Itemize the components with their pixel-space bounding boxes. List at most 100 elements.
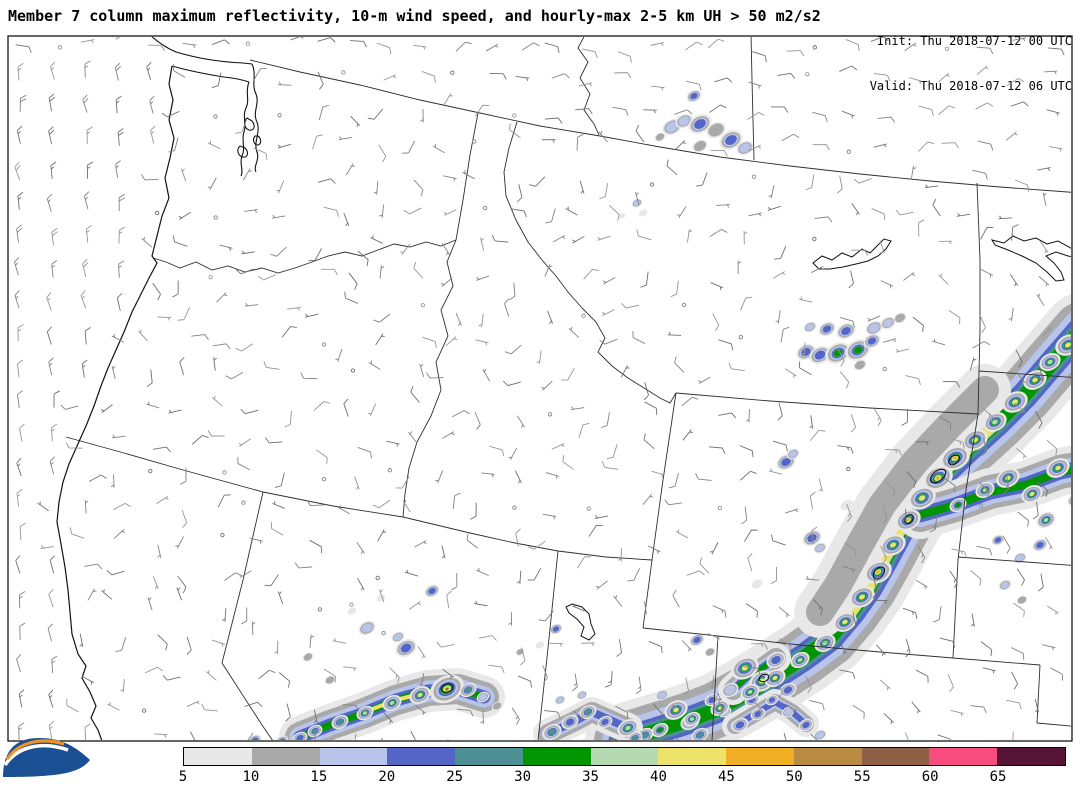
wind-barb <box>274 472 285 488</box>
wind-barb <box>18 722 25 740</box>
wind-barb <box>485 43 499 52</box>
wind-barb <box>1006 78 1025 87</box>
wind-barb <box>117 128 124 146</box>
wind-barb <box>456 708 474 717</box>
wind-barb <box>812 111 828 123</box>
wind-barb <box>568 326 579 338</box>
wind-barb <box>1015 349 1023 368</box>
calm-wind-marker <box>671 704 676 710</box>
wind-barb <box>643 433 655 450</box>
wind-barb <box>242 168 252 181</box>
wind-barb <box>850 414 857 433</box>
wind-barb <box>82 258 89 277</box>
colorbar-tick-label: 55 <box>853 769 871 785</box>
wind-barb <box>153 733 168 738</box>
wind-barb <box>354 476 360 490</box>
wind-barb <box>571 236 585 244</box>
wind-barb <box>488 664 505 674</box>
wind-barb <box>436 642 455 648</box>
colorbar-tick-label: 15 <box>310 769 328 785</box>
wind-barb <box>414 540 427 548</box>
wind-barb <box>137 329 148 342</box>
wind-barb <box>851 203 860 216</box>
wind-barb <box>404 569 419 577</box>
wind-barb <box>162 675 181 681</box>
calm-wind-marker <box>547 412 553 417</box>
ncar-logo: NCAR ensemble.ucar.edu <box>0 733 178 792</box>
wind-barb <box>373 313 391 323</box>
wind-barb <box>141 174 159 181</box>
wind-barb <box>805 575 820 581</box>
wind-barb <box>367 403 377 417</box>
wind-barb <box>504 344 522 355</box>
wind-barb <box>270 246 287 257</box>
wind-barb <box>82 94 89 113</box>
wind-barb <box>395 476 410 489</box>
wind-barb <box>219 244 233 251</box>
wind-barb <box>972 169 988 180</box>
wind-barb <box>446 590 453 609</box>
colorbar-tick-label: 35 <box>582 769 599 785</box>
wind-barb <box>207 140 221 150</box>
wind-barb <box>651 470 665 478</box>
wind-barb <box>379 204 385 218</box>
wind-barb <box>317 37 336 43</box>
calm-wind-marker <box>512 505 517 510</box>
wind-barb <box>1049 146 1063 152</box>
wind-barb <box>225 371 244 380</box>
wind-barb <box>846 503 852 523</box>
wind-barb <box>520 647 526 666</box>
wind-barb <box>480 237 485 251</box>
wind-barb <box>113 529 126 539</box>
wind-barb <box>627 568 641 582</box>
wind-barb <box>781 133 800 142</box>
wind-barb <box>941 142 959 149</box>
wind-barb <box>552 235 566 243</box>
wind-barb <box>837 348 845 367</box>
wind-barb <box>1046 109 1060 116</box>
wind-barb <box>845 39 860 52</box>
puget-sound-outline <box>171 65 250 83</box>
wind-barb <box>745 603 758 618</box>
wind-barb <box>873 408 882 427</box>
wind-barb <box>809 491 816 510</box>
wind-barb <box>46 193 53 212</box>
wind-barb <box>80 290 87 309</box>
wind-barb <box>368 360 381 370</box>
wind-barb <box>938 273 949 285</box>
wind-barb <box>53 390 60 408</box>
wind-barb <box>687 229 693 243</box>
wind-barb <box>408 601 422 610</box>
wind-barb <box>15 44 32 54</box>
wind-barb <box>910 165 917 180</box>
wind-barb <box>853 177 872 184</box>
wind-barb <box>980 641 993 657</box>
wind-barb <box>211 639 225 647</box>
colorbar-segment <box>184 748 252 765</box>
wind-barb <box>805 174 815 191</box>
wind-barb <box>49 456 55 475</box>
wind-barb <box>979 315 986 334</box>
wind-barb <box>681 396 699 407</box>
wind-barb <box>1010 647 1025 660</box>
wind-barb <box>451 573 458 591</box>
wind-barb <box>276 180 285 194</box>
wind-barb <box>635 192 640 206</box>
wind-barb <box>744 529 758 542</box>
wind-barb <box>635 676 642 695</box>
wind-barb <box>118 226 126 244</box>
wind-barb <box>271 214 286 219</box>
wind-barb <box>1016 371 1026 384</box>
colorbar-tick-label: 65 <box>989 769 1007 785</box>
wind-barb <box>1038 573 1044 592</box>
map-layers <box>13 37 1071 740</box>
wind-barb <box>111 333 124 343</box>
border-ca_nv <box>221 491 273 740</box>
wind-barb <box>605 671 613 688</box>
wind-barb <box>466 533 479 549</box>
wind-barb <box>243 732 254 740</box>
wind-barb <box>1042 644 1056 651</box>
wind-barb <box>980 226 994 240</box>
wind-barb <box>146 401 160 409</box>
wind-barb <box>482 368 491 382</box>
